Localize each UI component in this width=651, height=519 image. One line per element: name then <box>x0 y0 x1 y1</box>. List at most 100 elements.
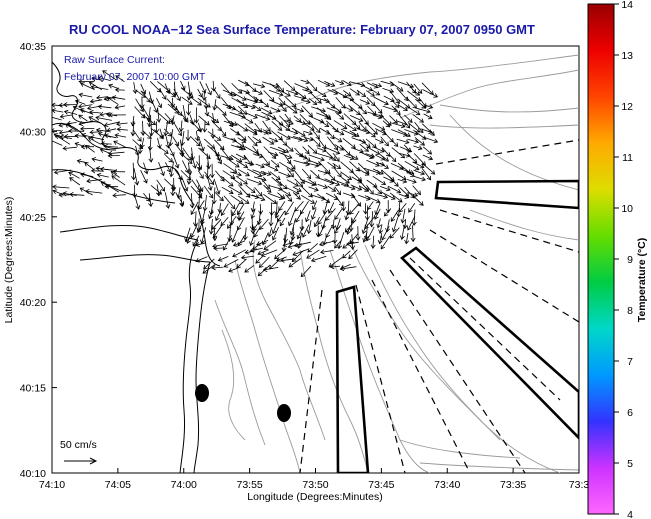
current-vector-head <box>237 210 242 216</box>
current-vector-head <box>115 75 120 80</box>
current-vector <box>341 177 350 184</box>
current-vector-head <box>184 118 189 123</box>
current-vector-head <box>358 117 364 122</box>
current-vector <box>363 231 368 243</box>
x-tick-label: 74:00 <box>171 479 197 491</box>
current-vector <box>263 193 277 204</box>
current-vector-head <box>324 122 330 128</box>
current-vector <box>311 129 320 140</box>
current-vector-head <box>284 148 290 153</box>
current-vector-head <box>260 163 265 169</box>
current-vector <box>414 137 425 146</box>
current-vector-head <box>228 182 234 187</box>
current-vector-head <box>337 137 343 143</box>
current-vector-head <box>257 180 263 186</box>
current-vector <box>302 224 310 238</box>
current-vector <box>342 79 352 86</box>
current-vector <box>278 122 290 131</box>
current-vector-head <box>179 202 185 208</box>
current-vector-head <box>114 133 119 138</box>
current-vector <box>317 183 328 189</box>
current-vector <box>303 161 319 167</box>
current-vector <box>69 193 85 196</box>
current-vector <box>333 136 343 143</box>
current-vector <box>283 234 286 252</box>
current-vector-head <box>370 153 376 159</box>
current-vector <box>332 162 341 169</box>
current-vector <box>311 208 317 220</box>
current-vector <box>340 171 352 180</box>
current-vector <box>148 114 152 127</box>
current-vector-head <box>257 271 263 277</box>
current-vector <box>236 145 246 150</box>
current-vector-head <box>198 187 204 193</box>
current-vector-head <box>420 170 426 176</box>
current-vector <box>349 115 363 122</box>
current-vector-head <box>385 122 391 128</box>
current-vector <box>404 218 406 229</box>
current-vector-head <box>299 226 305 231</box>
colorbar-tick-label: 13 <box>621 50 633 62</box>
current-vector <box>142 114 156 126</box>
current-vector <box>372 168 384 175</box>
current-vector-head <box>415 91 421 96</box>
current-vector <box>232 249 247 257</box>
current-vector <box>59 130 71 134</box>
current-vector-head <box>112 192 117 198</box>
current-vector-head <box>428 129 434 134</box>
x-axis-label: Longitude (Degrees:Minutes) <box>247 491 382 503</box>
current-vector-head <box>179 152 185 158</box>
current-vector-head <box>420 141 425 146</box>
current-vector-head <box>337 172 342 178</box>
current-vector <box>167 103 179 114</box>
current-vector-head <box>52 128 55 134</box>
current-vector <box>334 144 344 151</box>
current-vector <box>408 202 416 213</box>
current-vector <box>276 179 288 190</box>
current-vector <box>235 153 247 160</box>
current-vector-head <box>336 190 342 196</box>
current-vector-head <box>244 199 250 204</box>
current-vector-head <box>216 156 221 162</box>
current-vector <box>166 98 178 111</box>
current-vector <box>115 105 126 109</box>
current-vector-head <box>235 131 241 136</box>
current-vector <box>141 137 145 148</box>
current-vector <box>96 96 109 99</box>
current-vector-head <box>406 132 411 137</box>
current-vector <box>373 96 389 105</box>
current-vector <box>380 114 392 126</box>
current-vector <box>391 99 400 108</box>
current-vector <box>374 208 381 220</box>
current-vector <box>92 158 103 162</box>
current-vector <box>340 266 357 270</box>
current-vector <box>327 89 338 95</box>
current-vector-head <box>290 86 296 92</box>
current-vector-head <box>78 114 83 120</box>
current-vector-head <box>185 136 191 142</box>
current-vector <box>367 201 374 210</box>
current-vector <box>237 168 250 177</box>
current-vector <box>252 201 255 212</box>
current-vector-head <box>341 206 347 212</box>
current-vector-head <box>185 111 191 116</box>
current-vector <box>190 201 199 215</box>
current-vector-head <box>241 114 246 119</box>
current-vector-head <box>292 251 297 257</box>
current-vector-head <box>282 242 288 247</box>
current-vector-head <box>366 236 371 242</box>
current-vector <box>245 98 258 103</box>
current-vector-head <box>244 249 250 255</box>
current-vector <box>220 175 234 187</box>
current-vector-head <box>228 91 233 97</box>
current-vector <box>271 176 282 186</box>
current-vector-head <box>188 93 194 98</box>
current-vector-head <box>394 182 399 187</box>
current-vector <box>165 162 171 173</box>
current-vector <box>182 147 192 161</box>
current-vector <box>328 202 335 214</box>
current-vector <box>213 187 216 204</box>
current-vector-head <box>396 110 401 116</box>
current-vector <box>150 185 162 195</box>
current-vector <box>338 232 345 249</box>
